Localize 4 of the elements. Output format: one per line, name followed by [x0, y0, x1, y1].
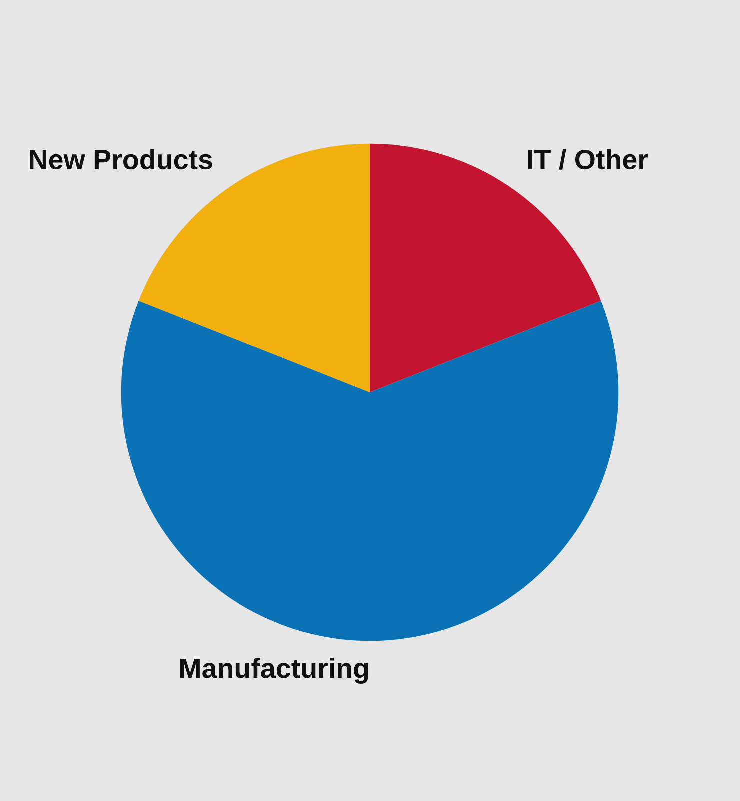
slice-label: New Products: [30, 149, 212, 170]
slice-label: Manufacturing: [180, 658, 368, 684]
slice-label: IT / Other: [528, 149, 648, 170]
pie-slice: [121, 300, 619, 642]
